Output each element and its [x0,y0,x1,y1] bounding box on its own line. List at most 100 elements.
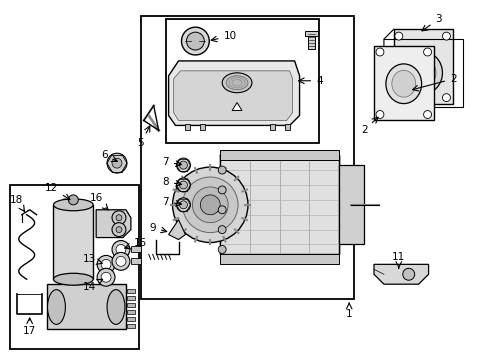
Circle shape [176,158,190,172]
Circle shape [176,198,190,212]
Polygon shape [168,61,299,125]
Circle shape [181,27,209,55]
Circle shape [107,153,127,173]
Bar [53,205,93,279]
Bar [373,46,433,121]
Circle shape [116,215,122,221]
Bar [200,125,205,130]
Bar [269,125,274,130]
Bar [185,125,190,130]
Ellipse shape [404,52,442,94]
Circle shape [218,206,225,214]
Bar [127,296,135,300]
Circle shape [186,32,204,50]
Bar [408,39,462,107]
Text: 1: 1 [345,303,352,319]
Text: 12: 12 [45,183,70,200]
Bar [127,317,135,321]
Bar [127,289,135,293]
Bar [393,29,452,104]
Text: 10: 10 [211,31,236,42]
Ellipse shape [410,59,435,87]
Bar [220,150,339,160]
Bar [127,310,135,314]
Bar [220,155,339,255]
Text: 11: 11 [391,252,405,268]
Circle shape [116,227,122,233]
Bar [10,185,139,349]
Ellipse shape [419,55,450,91]
Text: 5: 5 [137,126,149,148]
Circle shape [402,268,414,280]
Bar [46,284,126,329]
Polygon shape [232,103,242,111]
Ellipse shape [47,290,65,324]
Circle shape [442,94,449,102]
Text: 8: 8 [162,177,181,187]
Bar [284,125,289,130]
Circle shape [423,111,431,118]
Circle shape [394,32,402,40]
Circle shape [97,255,115,273]
Circle shape [192,187,228,223]
Circle shape [112,223,126,237]
Circle shape [179,181,187,189]
Circle shape [218,186,225,194]
Circle shape [394,94,402,102]
Text: 15: 15 [124,238,147,249]
Text: 16: 16 [89,193,108,210]
Ellipse shape [53,273,93,285]
Circle shape [179,161,187,169]
Circle shape [442,32,449,40]
Circle shape [116,244,126,255]
Polygon shape [373,264,427,284]
Ellipse shape [107,290,124,324]
Ellipse shape [391,70,415,97]
Text: 13: 13 [82,255,102,264]
Text: 7: 7 [162,157,181,167]
Circle shape [218,246,225,253]
Bar [304,31,318,36]
Text: 9: 9 [149,222,166,233]
Ellipse shape [222,73,251,93]
Bar [339,165,364,244]
Text: 3: 3 [421,14,441,31]
Circle shape [112,158,122,168]
Circle shape [176,178,190,192]
Circle shape [112,252,130,270]
Circle shape [101,272,111,282]
Circle shape [97,268,115,286]
Circle shape [218,226,225,234]
Ellipse shape [53,199,93,211]
Text: 14: 14 [82,279,102,292]
Circle shape [375,111,383,118]
Circle shape [218,166,225,174]
Polygon shape [168,220,185,239]
Ellipse shape [385,64,421,104]
Text: 4: 4 [298,76,322,86]
Bar [141,16,353,299]
Bar [220,255,339,264]
Bar [165,19,319,143]
Text: 18: 18 [10,195,24,211]
Circle shape [172,167,247,243]
Text: 17: 17 [23,318,36,336]
Circle shape [179,201,187,209]
Bar [307,31,315,49]
Text: 7: 7 [162,197,181,207]
Bar [131,258,141,264]
Circle shape [375,48,383,56]
Text: 2: 2 [412,74,456,91]
Bar [127,324,135,328]
Circle shape [200,195,220,215]
Circle shape [182,177,238,233]
Circle shape [112,240,130,258]
Circle shape [423,48,431,56]
Circle shape [101,260,111,269]
Polygon shape [173,71,292,121]
Text: 6: 6 [101,150,117,162]
Text: 2: 2 [360,117,377,135]
Circle shape [68,195,78,205]
Circle shape [112,211,126,225]
Ellipse shape [225,76,247,90]
